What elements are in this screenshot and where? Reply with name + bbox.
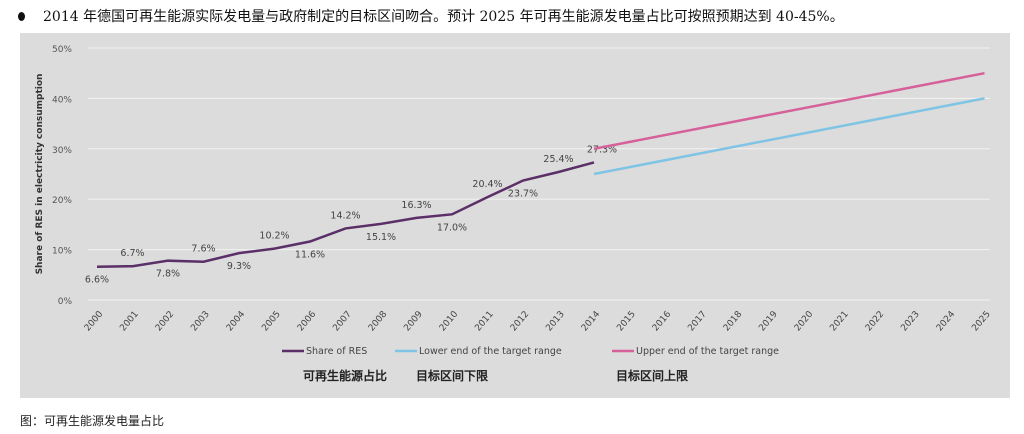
series-line-2	[593, 71, 985, 151]
x-tick-label: 2005	[260, 310, 282, 334]
data-label: 6.7%	[120, 248, 144, 259]
x-tick-label: 2015	[615, 310, 637, 334]
data-label: 15.1%	[366, 232, 396, 243]
series-line-1	[593, 97, 985, 176]
x-tick-label: 2023	[899, 310, 921, 334]
x-tick-label: 2018	[722, 309, 745, 333]
x-tick-label: 2016	[651, 309, 674, 333]
y-tick-label: 40%	[52, 95, 72, 105]
x-tick-label: 2011	[473, 310, 495, 334]
line-chart: 0% 10% 20% 30% 40% 50% Share of RES in electri…	[35, 45, 993, 383]
x-tick-label: 2022	[864, 310, 886, 334]
x-tick-label: 2004	[225, 309, 248, 333]
y-tick-label: 0%	[58, 297, 73, 307]
data-label: 23.7%	[508, 189, 538, 200]
data-label: 16.3%	[401, 200, 431, 211]
legend-label-cn: 目标区间上限	[616, 368, 688, 383]
legend-label-cn: 可再生能源占比	[303, 368, 387, 383]
data-label: 7.6%	[191, 244, 215, 255]
bullet-icon	[18, 11, 25, 21]
x-tick-label: 2007	[331, 310, 353, 334]
y-tick-label: 30%	[52, 146, 72, 156]
x-tick-label: 2019	[757, 309, 780, 333]
chart-panel: 0% 10% 20% 30% 40% 50% Share of RES in electri…	[20, 33, 1010, 398]
series-line-0	[96, 161, 595, 268]
x-tick-label: 2017	[686, 310, 708, 334]
x-tick-label: 2025	[970, 310, 992, 334]
x-tick-label: 2014	[580, 309, 603, 333]
x-tick-label: 2008	[367, 309, 390, 333]
data-label: 6.6%	[85, 275, 109, 286]
data-label: 9.3%	[227, 261, 251, 272]
legend-label: Share of RES	[306, 346, 367, 357]
data-label: 20.4%	[472, 179, 502, 190]
y-tick-label: 10%	[52, 247, 72, 257]
data-label: 10.2%	[259, 231, 289, 242]
legend-label: Lower end of the target range	[419, 346, 562, 357]
x-tick-label: 2006	[296, 309, 319, 333]
x-tick-label: 2009	[402, 309, 425, 333]
data-label: 27.3%	[587, 144, 617, 155]
x-tick-label: 2013	[544, 310, 566, 334]
x-tick-label: 2021	[828, 310, 850, 334]
data-label: 14.2%	[330, 210, 360, 221]
figure-caption: 图：可再生能源发电量占比	[20, 414, 165, 428]
data-label: 17.0%	[437, 222, 467, 233]
x-tick-label: 2003	[189, 310, 211, 334]
x-tick-label: 2024	[935, 309, 958, 333]
y-axis-label: Share of RES in electricity consumption	[35, 74, 45, 275]
x-tick-label: 2002	[154, 310, 176, 334]
data-label: 11.6%	[295, 250, 325, 261]
y-tick-label: 50%	[52, 45, 72, 55]
x-tick-label: 2012	[509, 310, 531, 334]
y-tick-label: 20%	[52, 196, 72, 206]
data-label: 7.8%	[156, 269, 180, 280]
legend-label: Upper end of the target range	[636, 346, 779, 357]
legend-label-cn: 目标区间下限	[416, 368, 488, 383]
x-tick-label: 2010	[438, 309, 461, 333]
heading-text: 2014 年德国可再生能源实际发电量与政府制定的目标区间吻合。预计 2025 年…	[43, 9, 844, 25]
heading: 2014 年德国可再生能源实际发电量与政府制定的目标区间吻合。预计 2025 年…	[14, 6, 844, 26]
x-tick-label: 2001	[118, 310, 140, 334]
data-label: 25.4%	[543, 154, 573, 165]
x-tick-label: 2020	[793, 309, 816, 333]
x-tick-label: 2000	[83, 309, 106, 333]
